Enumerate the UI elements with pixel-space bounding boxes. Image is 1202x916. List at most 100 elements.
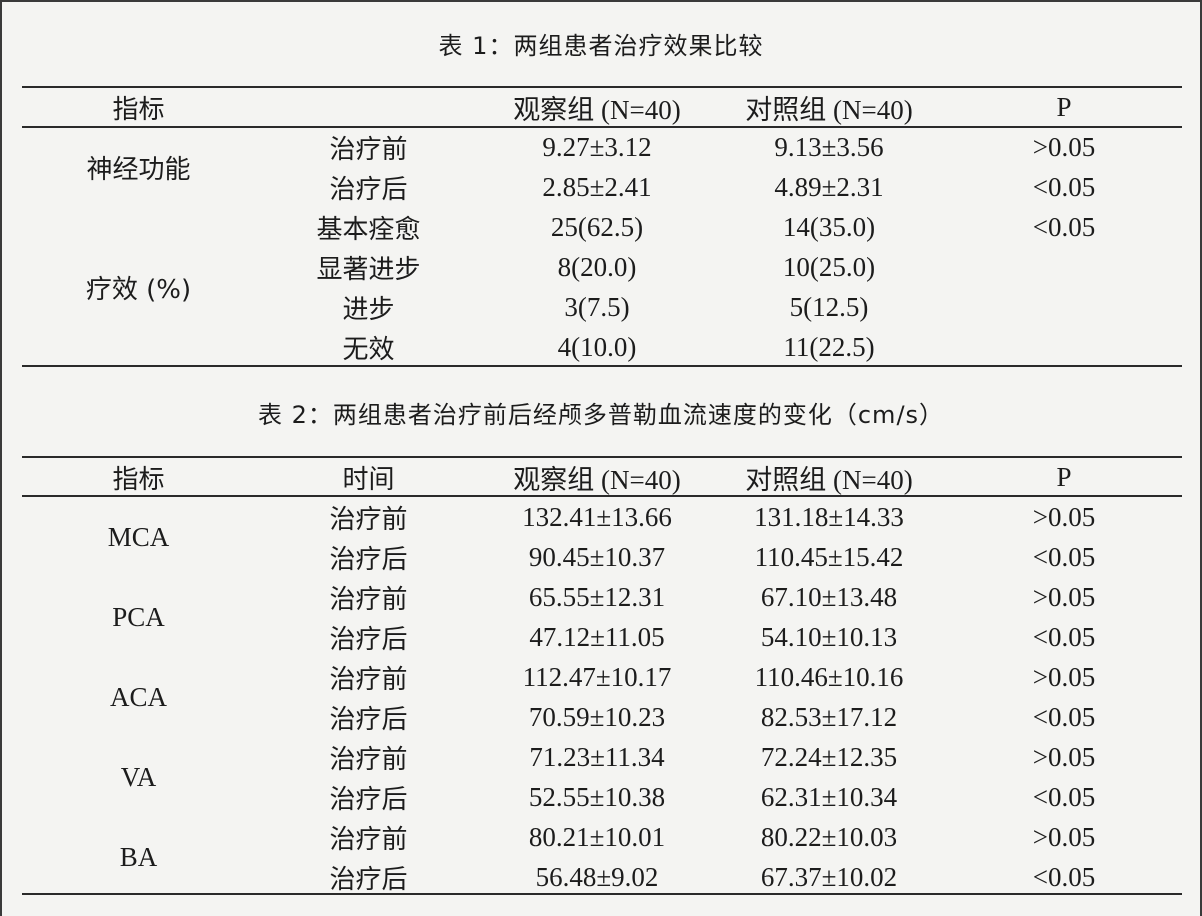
table2-caption: 表 2：两组患者治疗前后经颅多普勒血流速度的变化（cm/s） [257, 401, 945, 429]
cell-control: 82.53±17.12 [760, 701, 898, 732]
cell-observation: 3(7.5) [564, 291, 630, 322]
header-indicator: 指标 [112, 95, 165, 125]
cell-observation: 132.41±13.66 [522, 501, 672, 532]
group-label: 疗效 (%) [85, 274, 192, 305]
cell-observation: 56.48±9.02 [535, 861, 659, 892]
table2-top-rule [22, 456, 1182, 458]
cell-p: <0.05 [1032, 861, 1096, 892]
table-row: 显著进步 8(20.0) 10(25.0) [22, 247, 1182, 287]
cell-control: 67.37±10.02 [760, 861, 898, 892]
cell-control: 14(35.0) [782, 211, 876, 242]
table-row: 神经功能 治疗前 9.27±3.12 9.13±3.56 >0.05 [22, 127, 1182, 185]
cell-observation: 90.45±10.37 [528, 541, 666, 572]
row-sub: 进步 [342, 294, 395, 325]
cell-p: <0.05 [1032, 541, 1096, 572]
group-label: ACA [109, 681, 167, 712]
group-label: PCA [112, 601, 165, 632]
table-row: 进步 3(7.5) 5(12.5) [22, 287, 1182, 327]
cell-p: >0.05 [1032, 501, 1096, 532]
table-row: BA 治疗前 80.21±10.01 80.22±10.03 >0.05 [22, 817, 1182, 872]
cell-observation: 8(20.0) [557, 251, 637, 282]
table2-header-rule [22, 495, 1182, 497]
row-sub: 治疗前 [329, 134, 408, 165]
cell-control: 67.10±13.48 [760, 581, 898, 612]
cell-control: 110.45±15.42 [754, 541, 904, 572]
header-p: P [1056, 462, 1072, 492]
cell-observation: 70.59±10.23 [528, 701, 666, 732]
group-label: BA [119, 841, 158, 872]
header-control: 对照组 (N=40) [745, 95, 913, 125]
cell-observation: 9.27±3.12 [542, 131, 652, 162]
row-sub: 治疗后 [329, 864, 408, 895]
cell-observation: 112.47±10.17 [522, 661, 672, 692]
cell-control: 9.13±3.56 [774, 131, 884, 162]
table2: 指标 时间 观察组 (N=40) 对照组 (N=40) P MCA 治疗前 13… [22, 458, 1182, 897]
row-sub: 治疗后 [329, 544, 408, 575]
row-sub: 治疗后 [329, 624, 408, 655]
cell-observation: 65.55±12.31 [528, 581, 666, 612]
table-row: 治疗后 2.85±2.41 4.89±2.31 <0.05 [22, 167, 1182, 207]
cell-observation: 71.23±11.34 [529, 741, 665, 772]
cell-p: <0.05 [1032, 171, 1096, 202]
header-indicator: 指标 [112, 465, 165, 495]
group-label: VA [120, 761, 157, 792]
row-sub: 治疗前 [329, 744, 408, 775]
table1-bottom-rule [22, 365, 1182, 367]
cell-p: <0.05 [1032, 211, 1096, 242]
cell-p [946, 287, 1182, 327]
row-sub: 治疗前 [329, 664, 408, 695]
table1-top-rule [22, 86, 1182, 88]
table1-header-row: 指标 观察组 (N=40) 对照组 (N=40) P [22, 88, 1182, 127]
table-row: ACA 治疗前 112.47±10.17 110.46±10.16 >0.05 [22, 657, 1182, 712]
header-control: 对照组 (N=40) [745, 465, 913, 495]
row-sub: 治疗后 [329, 174, 408, 205]
header-p: P [1056, 92, 1072, 122]
cell-observation: 52.55±10.38 [528, 781, 666, 812]
cell-control: 72.24±12.35 [760, 741, 898, 772]
table-row: 治疗后 52.55±10.38 62.31±10.34 <0.05 [22, 777, 1182, 817]
row-sub: 治疗前 [329, 824, 408, 855]
cell-observation: 47.12±11.05 [529, 621, 665, 652]
table-row: 治疗后 70.59±10.23 82.53±17.12 <0.05 [22, 697, 1182, 737]
cell-control: 62.31±10.34 [760, 781, 898, 812]
table-row: 治疗后 47.12±11.05 54.10±10.13 <0.05 [22, 617, 1182, 657]
header-sub [255, 88, 482, 127]
cell-p: <0.05 [1032, 781, 1096, 812]
table1: 指标 观察组 (N=40) 对照组 (N=40) P 神经功能 治疗前 9.27… [22, 88, 1182, 367]
cell-observation: 2.85±2.41 [542, 171, 652, 202]
table2-bottom-rule [22, 893, 1182, 895]
table-row: 治疗后 90.45±10.37 110.45±15.42 <0.05 [22, 537, 1182, 577]
cell-p: >0.05 [1032, 741, 1096, 772]
header-observation: 观察组 (N=40) [513, 465, 681, 495]
cell-p: >0.05 [1032, 581, 1096, 612]
table-row: 治疗后 56.48±9.02 67.37±10.02 <0.05 [22, 857, 1182, 897]
table-row: 疗效 (%) 基本痊愈 25(62.5) 14(35.0) <0.05 [22, 207, 1182, 305]
cell-control: 80.22±10.03 [760, 821, 898, 852]
cell-p [946, 247, 1182, 287]
table2-header-row: 指标 时间 观察组 (N=40) 对照组 (N=40) P [22, 458, 1182, 497]
table-row: MCA 治疗前 132.41±13.66 131.18±14.33 >0.05 [22, 497, 1182, 552]
table-row: 无效 4(10.0) 11(22.5) [22, 327, 1182, 367]
row-sub: 基本痊愈 [316, 214, 421, 245]
cell-observation: 4(10.0) [557, 331, 637, 362]
table1-header-rule [22, 126, 1182, 128]
cell-control: 4.89±2.31 [774, 171, 884, 202]
cell-p [946, 327, 1182, 367]
cell-control: 110.46±10.16 [754, 661, 904, 692]
cell-control: 5(12.5) [789, 291, 869, 322]
table-row: VA 治疗前 71.23±11.34 72.24±12.35 >0.05 [22, 737, 1182, 792]
cell-control: 10(25.0) [782, 251, 876, 282]
cell-control: 54.10±10.13 [760, 621, 898, 652]
row-sub: 治疗后 [329, 784, 408, 815]
cell-observation: 25(62.5) [550, 211, 644, 242]
row-sub: 治疗后 [329, 704, 408, 735]
cell-p: >0.05 [1032, 821, 1096, 852]
cell-p: >0.05 [1032, 131, 1096, 162]
row-sub: 治疗前 [329, 504, 408, 535]
table-row: PCA 治疗前 65.55±12.31 67.10±13.48 >0.05 [22, 577, 1182, 632]
table1-caption: 表 1：两组患者治疗效果比较 [438, 32, 764, 60]
group-label: 神经功能 [86, 154, 191, 185]
cell-control: 131.18±14.33 [754, 501, 904, 532]
cell-observation: 80.21±10.01 [528, 821, 666, 852]
